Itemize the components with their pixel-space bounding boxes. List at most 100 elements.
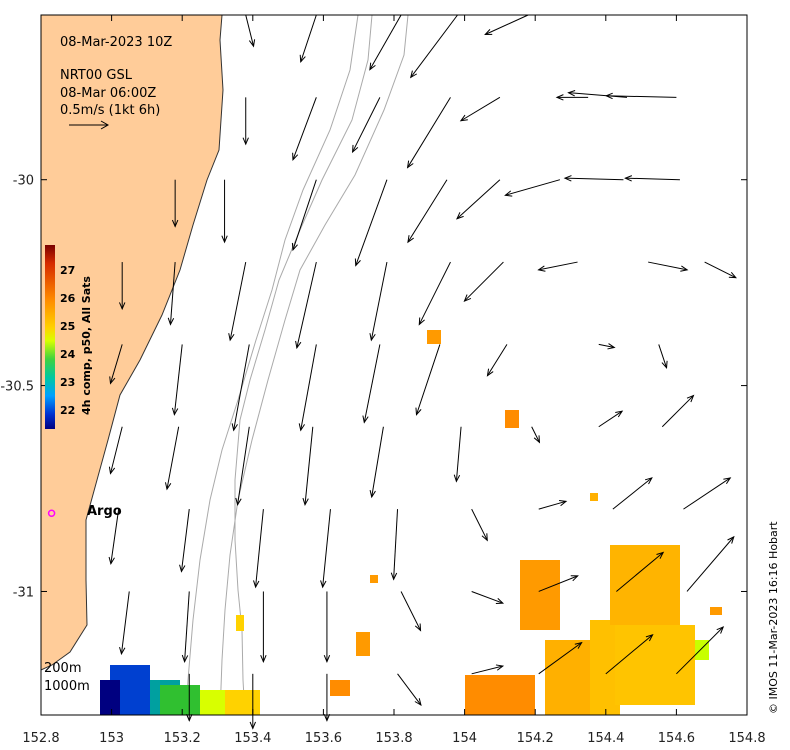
header-scale: 0.5m/s (1kt 6h): [60, 103, 161, 118]
sst-pixel: [160, 685, 200, 715]
current-arrow: [407, 179, 448, 244]
current-arrow: [605, 634, 654, 675]
sst-pixel: [465, 675, 535, 715]
current-arrow: [369, 261, 388, 342]
current-arrow: [471, 664, 505, 675]
current-arrow: [397, 673, 422, 707]
sst-pixel: [505, 410, 519, 428]
sst-pixel: [710, 607, 722, 615]
current-arrow: [221, 179, 228, 244]
current-arrow: [320, 509, 331, 589]
current-arrow: [323, 591, 331, 663]
current-arrow: [354, 179, 388, 267]
x-tick-label: 154.2: [517, 731, 554, 746]
sst-pixel: [236, 615, 244, 631]
current-arrow: [531, 426, 541, 444]
x-tick-label: 153.2: [164, 731, 201, 746]
current-arrow: [415, 344, 441, 416]
x-tick-label: 154: [452, 731, 477, 746]
current-arrow: [683, 477, 732, 510]
current-arrow: [231, 344, 250, 432]
argo-label: Argo: [87, 504, 122, 519]
current-arrow: [504, 179, 561, 197]
current-arrow: [463, 261, 504, 302]
sst-pixel: [520, 560, 560, 630]
colorbar-tick: 24: [60, 348, 76, 361]
x-tick-label: 153.6: [305, 731, 342, 746]
sst-pixel: [225, 690, 260, 715]
current-arrow: [484, 14, 529, 36]
sst-pixel: [615, 625, 695, 705]
sst-pixel: [356, 632, 370, 656]
colorbar-tick: 26: [60, 292, 76, 305]
x-tick-label: 153.8: [375, 731, 412, 746]
current-arrow: [648, 261, 689, 272]
current-arrow: [181, 591, 190, 663]
current-arrow: [298, 344, 317, 432]
current-arrow: [604, 92, 677, 100]
current-arrow: [171, 179, 179, 228]
current-arrow: [661, 394, 695, 428]
current-arrow: [249, 673, 256, 730]
current-arrow: [362, 344, 381, 424]
sst-pixel: [100, 680, 120, 715]
current-arrow: [369, 426, 384, 499]
x-tick-label: 153.4: [234, 731, 271, 746]
current-arrow: [299, 14, 317, 64]
current-arrow: [563, 175, 624, 182]
colorbar-tick: 27: [60, 264, 76, 277]
colorbar-title: 4h comp, p50, All Sats: [80, 276, 93, 415]
current-arrow: [352, 97, 381, 154]
current-arrow: [704, 261, 737, 279]
current-arrow: [171, 344, 183, 416]
x-tick-label: 153: [99, 731, 124, 746]
sst-pixels: [100, 330, 722, 715]
current-arrow: [409, 14, 458, 79]
current-arrow: [616, 551, 665, 592]
current-arrow: [179, 509, 190, 573]
sst-pixel: [610, 545, 680, 625]
current-arrow: [253, 509, 264, 589]
current-arrow: [471, 591, 505, 604]
current-arrow: [228, 261, 247, 342]
colorbar-tick: 22: [60, 404, 76, 417]
current-arrow: [295, 261, 317, 350]
sst-pixel: [370, 575, 378, 583]
colorbar-tick: 23: [60, 376, 76, 389]
axis-tick-labels: 152.8 153 153.2 153.4 153.6 153.8 154 154.2 154.…: [0, 174, 765, 746]
sst-pixel: [590, 493, 598, 501]
current-arrow: [555, 94, 589, 101]
current-arrow: [390, 509, 399, 581]
current-arrow: [260, 591, 267, 663]
current-arrow: [459, 96, 501, 122]
current-arrow: [538, 641, 583, 675]
current-arrow: [291, 179, 317, 252]
argo-marker: [47, 509, 56, 517]
sst-colorbar: [45, 245, 55, 429]
isobath-1000m-label: 1000m: [44, 679, 90, 694]
current-arrow: [108, 426, 123, 475]
current-arrow: [186, 673, 193, 722]
current-arrow: [406, 97, 451, 169]
y-tick-label: -30: [13, 174, 34, 189]
current-arrow: [598, 410, 624, 428]
current-arrow: [567, 89, 628, 98]
x-tick-label: 154.8: [728, 731, 765, 746]
current-arrow: [471, 508, 488, 542]
isobath-1000m: [219, 14, 409, 716]
sst-pixel: [200, 690, 225, 715]
current-arrow: [242, 97, 249, 146]
current-arrow: [235, 426, 250, 507]
current-arrow: [323, 673, 331, 722]
current-arrow: [108, 509, 120, 565]
current-arrow: [686, 535, 735, 592]
y-tick-label: -30.5: [0, 380, 34, 395]
isobath-200m-label: 200m: [44, 661, 82, 676]
current-arrow: [245, 14, 256, 48]
sst-pixel: [545, 640, 595, 715]
current-vectors: [108, 14, 737, 730]
current-arrow: [292, 97, 317, 161]
axis-ticks: [40, 15, 748, 715]
current-arrow: [676, 626, 725, 675]
current-arrow: [456, 179, 501, 220]
